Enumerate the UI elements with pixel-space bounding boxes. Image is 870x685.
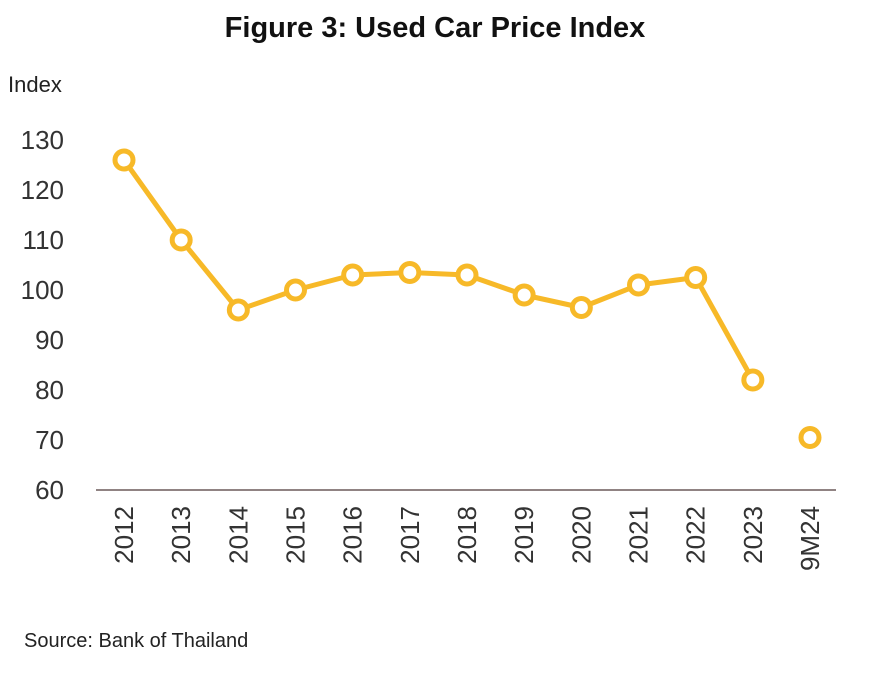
x-tick-label: 2016 (338, 506, 368, 564)
data-point-2013 (169, 228, 193, 252)
x-tick-label: 2015 (281, 506, 311, 564)
x-tick-label: 2012 (109, 506, 139, 564)
y-tick-label: 120 (21, 175, 64, 205)
data-point-2023 (741, 368, 765, 392)
data-point-2019 (512, 283, 536, 307)
data-point-2012 (112, 148, 136, 172)
x-tick-label: 2014 (223, 506, 253, 564)
chart-title: Figure 3: Used Car Price Index (224, 12, 646, 44)
series-lines (121, 158, 755, 382)
data-point-2014 (226, 298, 250, 322)
data-point-9M24 (798, 426, 822, 449)
y-tick-label: 80 (35, 375, 64, 405)
y-tick-labels: 60 70 80 90 100 110 120 130 (21, 125, 64, 505)
data-point-2017 (398, 261, 422, 284)
y-axis-label: Index (8, 72, 62, 97)
x-tick-label: 2022 (681, 506, 711, 564)
data-point-2020 (569, 296, 593, 319)
y-tick-label: 130 (21, 125, 64, 155)
x-tick-label: 2021 (624, 506, 654, 564)
series-line-1 (121, 158, 755, 382)
y-tick-label: 70 (35, 425, 64, 455)
x-tick-label: 2018 (452, 506, 482, 564)
source-note: Source: Bank of Thailand (24, 630, 249, 652)
y-tick-label: 60 (35, 475, 64, 505)
y-tick-label: 100 (21, 275, 64, 305)
x-tick-label: 9M24 (795, 506, 825, 571)
x-tick-label: 2023 (738, 506, 768, 564)
x-tick-label: 2020 (566, 506, 596, 564)
x-tick-label: 2017 (395, 506, 425, 564)
y-tick-label: 90 (35, 325, 64, 355)
data-point-2021 (627, 273, 650, 297)
data-point-2018 (455, 263, 479, 287)
data-point-2015 (284, 278, 307, 302)
y-tick-label: 110 (23, 225, 64, 255)
data-point-2016 (341, 263, 365, 287)
x-tick-label: 2013 (166, 506, 196, 564)
series-markers (112, 148, 822, 449)
x-tick-label: 2019 (509, 506, 539, 564)
data-point-2022 (684, 266, 708, 289)
x-tick-labels: 2012 2013 2014 2015 2016 2017 2018 2019 2020 2021… (109, 506, 825, 571)
